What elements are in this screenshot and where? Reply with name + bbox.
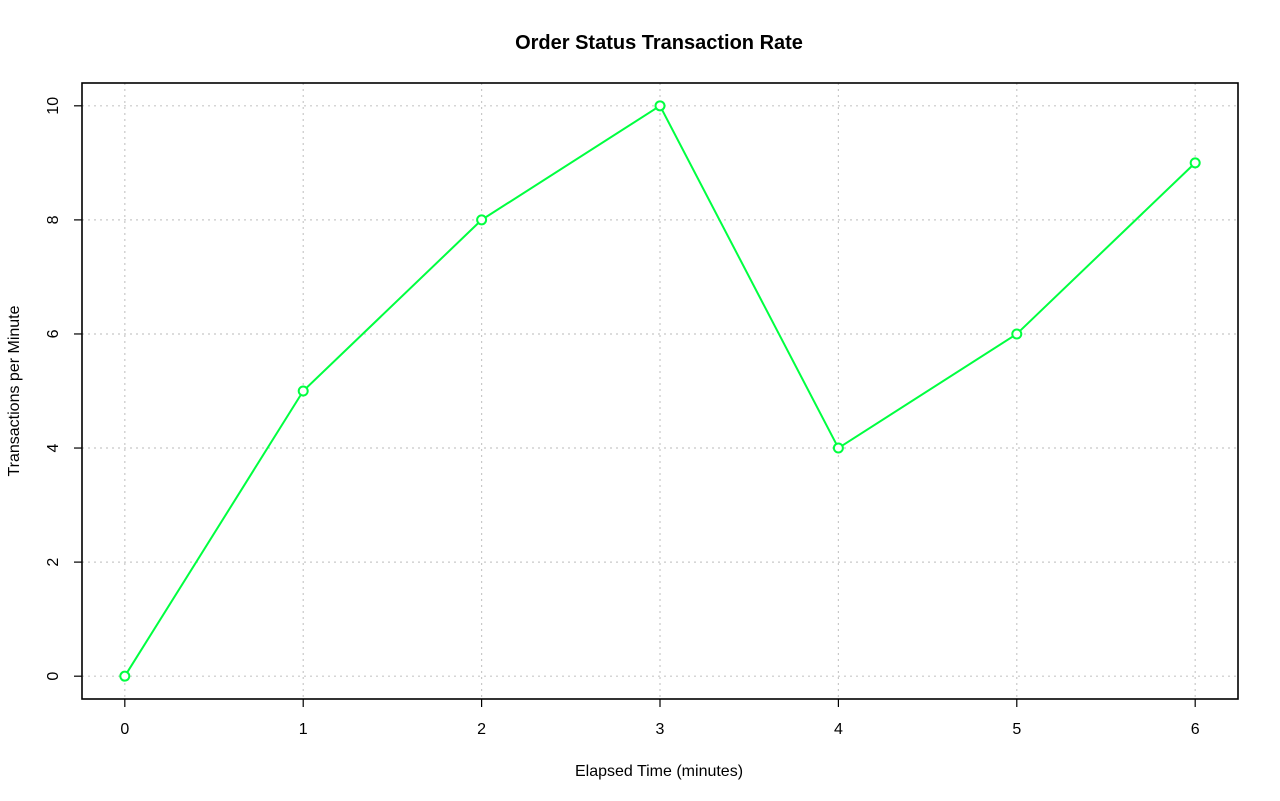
- x-tick-label: 4: [834, 721, 843, 738]
- x-tick-label: 5: [1012, 721, 1021, 738]
- x-axis-label: Elapsed Time (minutes): [575, 763, 743, 780]
- y-tick-label: 8: [45, 215, 62, 224]
- data-point: [119, 670, 131, 682]
- y-tick-label: 10: [45, 97, 62, 115]
- grid: [82, 83, 1238, 699]
- y-axis: 0 2 4 6 8 10: [45, 97, 82, 681]
- x-tick-label: 3: [656, 721, 665, 738]
- data-point: [832, 442, 844, 454]
- y-tick-label: 6: [45, 329, 62, 338]
- y-axis-label: Transactions per Minute: [6, 305, 23, 476]
- y-tick-label: 2: [45, 558, 62, 567]
- x-tick-label: 1: [299, 721, 308, 738]
- data-point: [1189, 157, 1201, 169]
- x-tick-label: 6: [1191, 721, 1200, 738]
- x-tick-label: 0: [120, 721, 129, 738]
- series-layer: [119, 100, 1201, 682]
- data-point: [476, 214, 488, 226]
- x-tick-label: 2: [477, 721, 486, 738]
- data-point: [1011, 328, 1023, 340]
- x-axis: 0 1 2 3 4 5 6: [120, 699, 1200, 738]
- data-point: [297, 385, 309, 397]
- y-tick-label: 4: [45, 443, 62, 452]
- data-point: [654, 100, 666, 112]
- chart-title: Order Status Transaction Rate: [515, 32, 803, 54]
- y-tick-label: 0: [45, 672, 62, 681]
